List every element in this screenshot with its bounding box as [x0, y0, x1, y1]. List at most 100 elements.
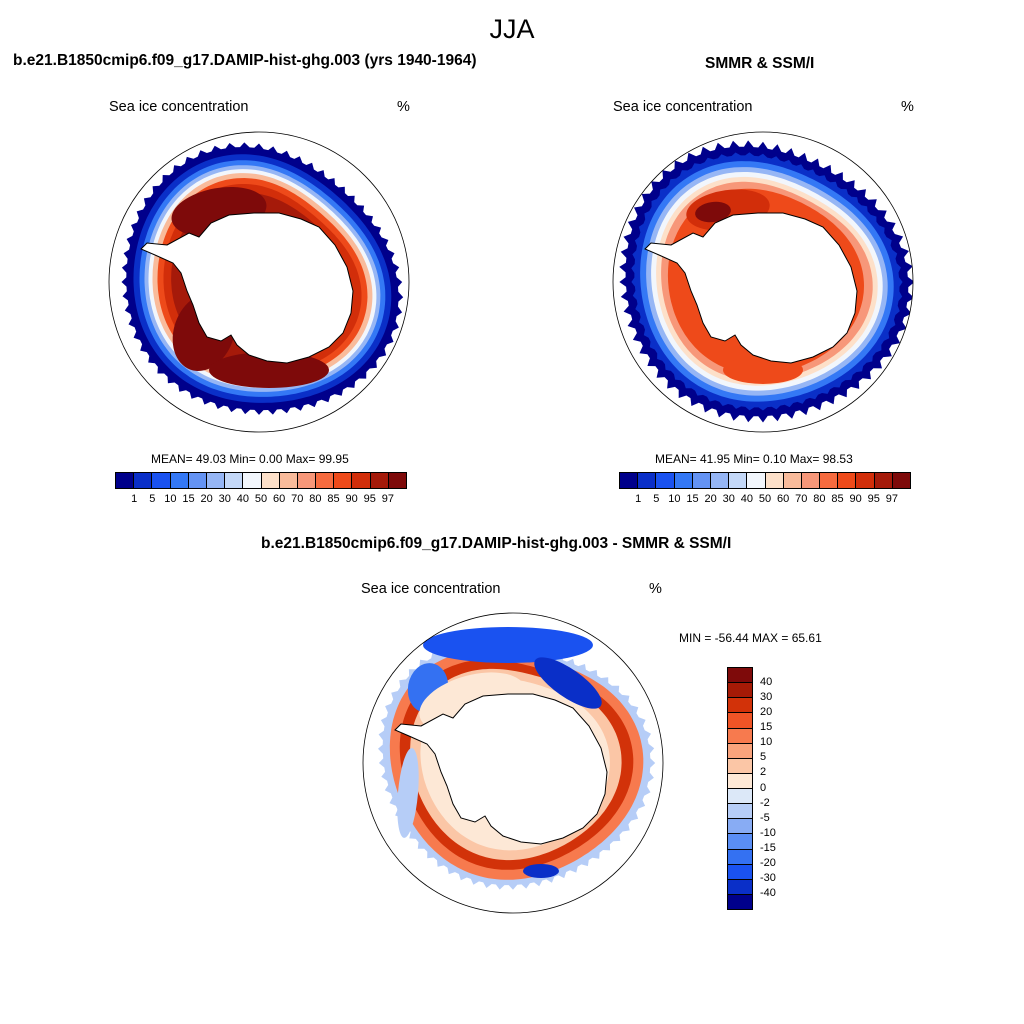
panel3-subtitle: Sea ice concentration: [361, 581, 501, 597]
map-field: [619, 140, 913, 423]
map-boundary-circle: [612, 131, 914, 433]
colorbar-swatch: [316, 473, 335, 488]
contour-patch: [523, 864, 559, 878]
colorbar-swatch: [243, 473, 262, 488]
panel2-subtitle: Sea ice concentration: [613, 99, 753, 115]
antarctica-coastline: [644, 212, 858, 364]
colorbar-swatch: [116, 473, 135, 488]
colorbar-swatch: [728, 758, 752, 774]
panel2-colorbar-ticks: 1 5 10 15 20 30 40 50 60 70 80 85 90 95 97: [620, 493, 910, 507]
colorbar-swatch: [729, 473, 748, 488]
contour-patch: [423, 627, 593, 663]
colorbar-swatch: [710, 473, 730, 488]
panel2-title: SMMR & SSM/I: [705, 55, 815, 72]
colorbar-swatch: [352, 473, 371, 488]
colorbar-tick-label: 97: [381, 493, 394, 505]
colorbar-tick-label: 20: [760, 706, 773, 719]
colorbar-swatch: [856, 473, 875, 488]
colorbar-swatch: [728, 864, 752, 880]
panel2-units: %: [901, 99, 914, 115]
colorbar-tick-label: -2: [760, 796, 770, 809]
colorbar-tick-label: 5: [760, 751, 767, 764]
colorbar-swatch: [728, 743, 752, 759]
colorbar-swatch: [783, 473, 802, 488]
map-field: [373, 621, 656, 901]
panel1-map: [108, 131, 410, 433]
antarctica-coastline: [394, 693, 608, 845]
colorbar-tick-label: 50: [758, 493, 772, 505]
colorbar-swatch: [728, 713, 752, 729]
contour-patch: [534, 657, 602, 709]
map-field: [121, 142, 404, 415]
colorbar-swatch: [728, 879, 752, 895]
panel1-title: b.e21.B1850cmip6.f09_g17.DAMIP-hist-ghg.…: [13, 52, 477, 69]
colorbar-swatch: [370, 473, 389, 488]
colorbar-swatch: [728, 728, 752, 744]
colorbar-tick-label: 5: [149, 493, 156, 505]
colorbar-tick-label: 0: [760, 781, 767, 794]
colorbar-swatch: [728, 773, 752, 789]
colorbar-swatch: [765, 473, 784, 488]
map-boundary-circle: [108, 131, 410, 433]
colorbar-swatch: [838, 473, 857, 488]
colorbar-swatch: [279, 473, 298, 488]
colorbar-swatch: [656, 473, 675, 488]
colorbar-swatch: [388, 473, 406, 488]
colorbar-tick-label: 80: [309, 493, 322, 505]
colorbar-tick-label: 15: [686, 493, 699, 505]
colorbar-tick-label: 90: [345, 493, 358, 505]
colorbar-swatch: [728, 683, 752, 699]
colorbar-swatch: [206, 473, 226, 488]
colorbar-swatch: [728, 789, 752, 805]
colorbar-tick-label: 90: [849, 493, 862, 505]
colorbar-tick-label: 40: [236, 493, 249, 505]
colorbar-tick-label: -10: [760, 826, 776, 839]
colorbar-swatch: [820, 473, 839, 488]
colorbar-swatch: [874, 473, 893, 488]
colorbar-swatch: [134, 473, 153, 488]
colorbar-tick-label: 10: [760, 736, 773, 749]
colorbar-tick-label: 10: [164, 493, 177, 505]
colorbar-swatch: [225, 473, 244, 488]
colorbar-swatch: [170, 473, 189, 488]
colorbar-tick-label: 60: [273, 493, 286, 505]
colorbar-tick-label: -15: [760, 841, 776, 854]
colorbar-tick-label: 70: [795, 493, 808, 505]
panel3-colorbar: [727, 667, 753, 910]
figure-title: JJA: [489, 14, 535, 44]
colorbar-tick-label: 10: [668, 493, 681, 505]
contour-patch: [695, 201, 731, 223]
colorbar-tick-label: 15: [182, 493, 195, 505]
colorbar-tick-label: 40: [760, 676, 773, 689]
colorbar-tick-label: 20: [704, 493, 717, 505]
colorbar-tick-label: 70: [291, 493, 304, 505]
contour-patch: [723, 356, 803, 384]
colorbar-tick-label: 15: [760, 721, 773, 734]
contour-patch: [209, 352, 329, 388]
colorbar-tick-label: -5: [760, 811, 770, 824]
colorbar-tick-label: 30: [218, 493, 231, 505]
colorbar-swatch: [297, 473, 317, 488]
panel2-map: [612, 131, 914, 433]
colorbar-swatch: [261, 473, 280, 488]
panel1-units: %: [397, 99, 410, 115]
colorbar-swatch: [728, 819, 752, 835]
colorbar-swatch: [152, 473, 171, 488]
colorbar-swatch: [692, 473, 711, 488]
colorbar-swatch: [892, 473, 910, 488]
colorbar-tick-label: 80: [813, 493, 826, 505]
colorbar-swatch: [188, 473, 207, 488]
panel3-map: [362, 612, 664, 914]
contour-patch: [397, 748, 419, 838]
colorbar-tick-label: 30: [760, 691, 773, 704]
panel1-colorbar-ticks: 1 5 10 15 20 30 40 50 60 70 80 85 90 95 97: [116, 493, 406, 507]
colorbar-tick-label: -30: [760, 871, 776, 884]
colorbar-swatch: [674, 473, 693, 488]
colorbar-tick-label: 20: [200, 493, 213, 505]
colorbar-tick-label: 85: [831, 493, 844, 505]
panel1-colorbar: [115, 472, 407, 489]
colorbar-swatch: [334, 473, 353, 488]
colorbar-swatch: [728, 804, 752, 820]
colorbar-tick-label: 1: [635, 493, 642, 505]
panel3-stats: MIN = -56.44 MAX = 65.61: [679, 631, 822, 645]
